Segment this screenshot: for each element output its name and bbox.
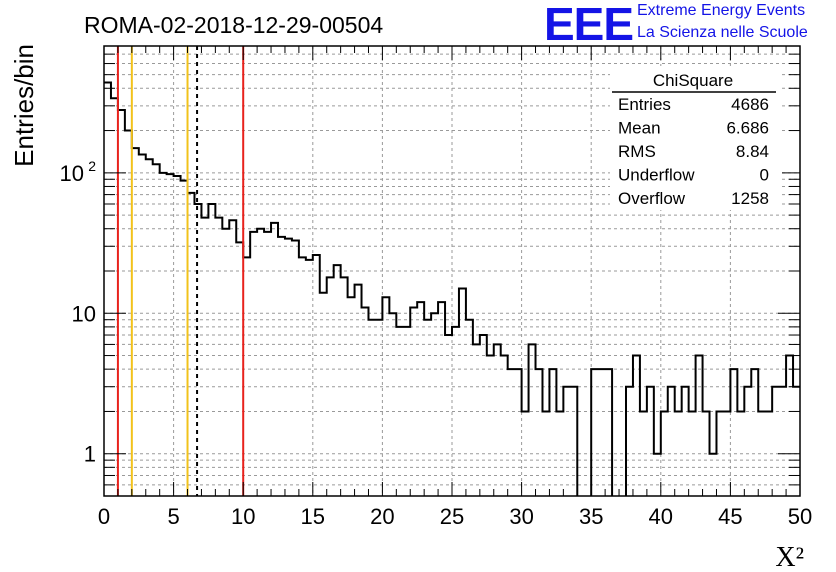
stats-value: 6.686 — [726, 119, 769, 138]
stats-label: RMS — [618, 142, 656, 161]
x-axis-label: X² — [775, 542, 804, 572]
y-tick-label: 10 — [72, 301, 96, 326]
eee-logo: EEE — [544, 0, 634, 50]
x-tick-label: 20 — [370, 504, 394, 529]
stats-value: 8.84 — [736, 142, 769, 161]
x-tick-label: 15 — [301, 504, 325, 529]
stats-title: ChiSquare — [653, 71, 733, 90]
x-tick-label: 45 — [718, 504, 742, 529]
y-tick-label: 1 — [84, 442, 96, 467]
x-tick-label: 30 — [509, 504, 533, 529]
y-tick-label-exponent: 2 — [88, 158, 96, 174]
y-tick-label: 10 — [60, 161, 84, 186]
x-tick-label: 35 — [579, 504, 603, 529]
stats-label: Overflow — [618, 189, 686, 208]
x-tick-label: 0 — [98, 504, 110, 529]
stats-box — [610, 66, 782, 210]
x-tick-label: 25 — [440, 504, 464, 529]
logo-tagline-2: La Scienza nelle Scuole — [637, 24, 808, 41]
y-axis-label: Entries/bin — [9, 44, 39, 167]
stats-label: Mean — [618, 119, 661, 138]
stats-value: 1258 — [731, 189, 769, 208]
stats-value: 4686 — [731, 95, 769, 114]
x-tick-label: 40 — [649, 504, 673, 529]
x-tick-label: 50 — [788, 504, 812, 529]
histogram-series — [104, 81, 800, 496]
chart-title: ROMA-02-2018-12-29-00504 — [84, 12, 384, 38]
stats-label: Entries — [618, 95, 671, 114]
x-tick-label: 10 — [231, 504, 255, 529]
logo-tagline-1: Extreme Energy Events — [637, 2, 806, 19]
stats-value: 0 — [760, 166, 769, 185]
x-tick-label: 5 — [167, 504, 179, 529]
stats-label: Underflow — [618, 166, 695, 185]
